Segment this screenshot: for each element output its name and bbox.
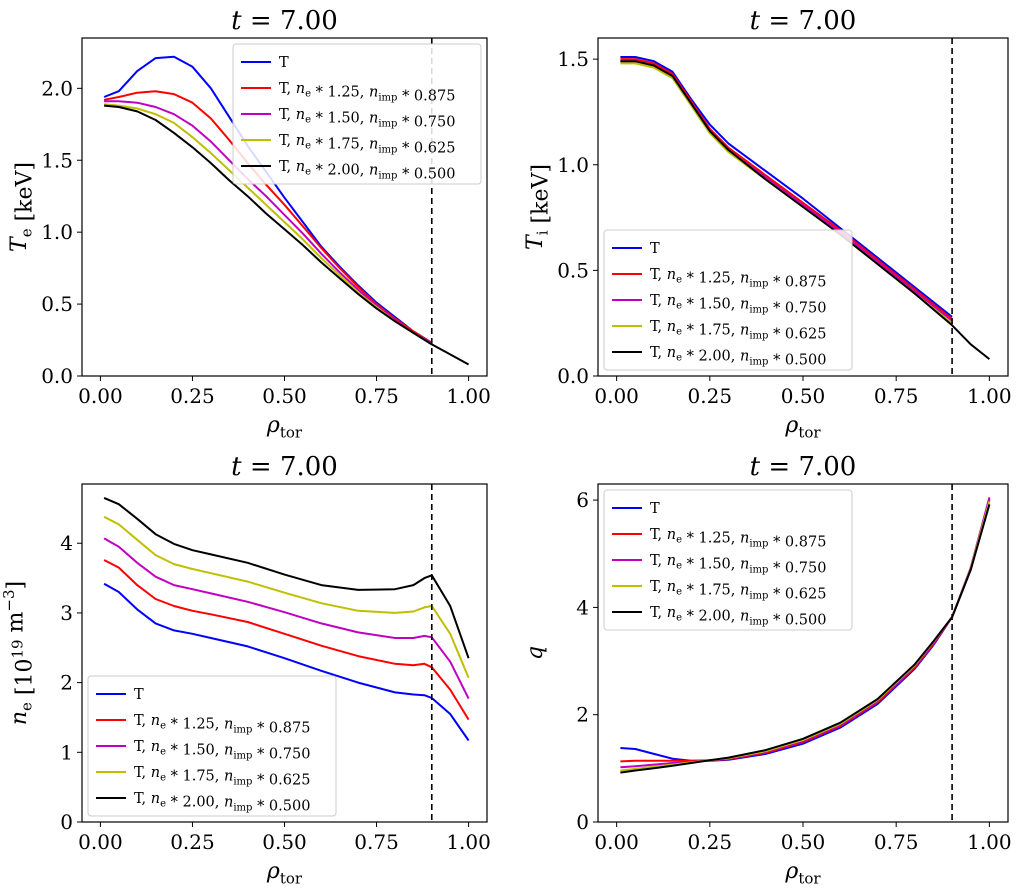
legend: T T, ne * 1.25, nimp * 0.875 T, ne * 1.50,… xyxy=(603,489,853,631)
y-axis-label: ne [1019 m−3] xyxy=(0,581,38,725)
x-tick-label: 0.25 xyxy=(170,830,215,854)
series-line-3 xyxy=(103,537,470,700)
series-line-2 xyxy=(620,58,953,320)
y-tick-label: 1.0 xyxy=(557,153,589,177)
x-tick-label: 0.25 xyxy=(688,384,733,408)
legend-entry: T xyxy=(134,687,144,703)
x-tick-label: 0.50 xyxy=(262,830,307,854)
x-tick-label: 0.75 xyxy=(874,384,919,408)
series-line-2 xyxy=(103,559,470,721)
series-line-5 xyxy=(620,504,991,774)
y-tick-label: 4 xyxy=(60,531,73,555)
chart-title: t = 7.00 xyxy=(231,452,338,482)
series-line-1 xyxy=(620,56,953,318)
legend: T T, ne * 1.25, nimp * 0.875 T, ne * 1.50,… xyxy=(87,675,337,817)
legend-box xyxy=(232,43,482,185)
legend-entry: T, ne * 1.50, nimp * 0.750 xyxy=(134,739,310,762)
series-line-4 xyxy=(104,103,433,346)
x-tick-label: 0.75 xyxy=(874,830,919,854)
x-axis-label: ρtor xyxy=(266,859,303,888)
y-tick-label: 2 xyxy=(60,671,73,695)
y-tick-label: 0.5 xyxy=(557,258,589,282)
legend: T T, ne * 1.25, nimp * 0.875 T, ne * 1.50,… xyxy=(603,229,853,371)
panel-3: t = 7.00 0.00 0.25 0.50 0.75 1.00 0 1 2 3 4 ρtor ne … xyxy=(0,452,491,888)
y-tick-label: 0.0 xyxy=(557,364,589,388)
legend: T T, ne * 1.25, nimp * 0.875 T, ne * 1.50,… xyxy=(232,43,482,185)
chart-title: t = 7.00 xyxy=(750,6,857,36)
series-line-2 xyxy=(103,90,433,344)
y-tick-label: 0 xyxy=(576,810,589,834)
series-line-4 xyxy=(103,515,470,679)
legend-entry: T, ne * 1.50, nimp * 0.750 xyxy=(650,553,826,576)
legend-box xyxy=(603,229,853,371)
legend-entry: T, ne * 1.75, nimp * 0.625 xyxy=(134,765,310,788)
x-tick-label: 1.00 xyxy=(967,384,1012,408)
chart-title: t = 7.00 xyxy=(231,6,338,36)
x-tick-label: 0.50 xyxy=(781,830,826,854)
x-tick-label: 0.00 xyxy=(594,384,639,408)
x-tick-label: 0.25 xyxy=(170,384,215,408)
series-line-5 xyxy=(104,104,470,366)
series-line-1 xyxy=(103,582,470,742)
x-tick-label: 1.00 xyxy=(446,384,491,408)
legend-entry: T, ne * 1.75, nimp * 0.625 xyxy=(650,319,826,342)
x-tick-label: 0.00 xyxy=(594,830,639,854)
chart-title: t = 7.00 xyxy=(750,452,857,482)
y-tick-label: 4 xyxy=(576,595,589,619)
y-tick-label: 1 xyxy=(60,740,73,764)
y-tick-label: 2 xyxy=(576,703,589,727)
series-line-5 xyxy=(620,60,991,360)
legend-entry: T, ne * 1.50, nimp * 0.750 xyxy=(650,293,826,316)
y-tick-label: 3 xyxy=(60,601,73,625)
x-tick-label: 0.50 xyxy=(781,384,826,408)
legend-entry: T, ne * 2.00, nimp * 0.500 xyxy=(650,605,826,628)
y-tick-label: 1.5 xyxy=(41,148,73,172)
y-tick-label: 1.5 xyxy=(557,47,589,71)
y-axis-label: Ti [keV] xyxy=(523,164,554,250)
legend-entry: T, ne * 1.25, nimp * 0.875 xyxy=(134,713,310,736)
y-tick-label: 0.0 xyxy=(41,364,73,388)
legend-entry: T, ne * 2.00, nimp * 0.500 xyxy=(650,345,826,368)
x-tick-label: 1.00 xyxy=(446,830,491,854)
legend-entry: T xyxy=(650,241,660,257)
series-line-5 xyxy=(103,496,470,659)
legend-entry: T, ne * 1.75, nimp * 0.625 xyxy=(279,133,455,156)
x-axis-label: ρtor xyxy=(784,859,821,888)
panel-2: t = 7.00 0.00 0.25 0.50 0.75 1.00 0.0 0.5 1.0 1.5… xyxy=(523,6,1012,442)
y-axis-label: Te [keV] xyxy=(7,162,38,252)
panel-4: t = 7.00 0.00 0.25 0.50 0.75 1.00 0 2 4 6 ρtor q T T,… xyxy=(523,452,1012,888)
x-tick-label: 0.25 xyxy=(688,830,733,854)
legend-entry: T, ne * 1.25, nimp * 0.875 xyxy=(650,267,826,290)
x-tick-label: 0.00 xyxy=(78,384,123,408)
y-tick-label: 0 xyxy=(60,810,73,834)
legend-entry: T, ne * 1.25, nimp * 0.875 xyxy=(279,81,455,104)
x-tick-label: 0.75 xyxy=(354,830,399,854)
legend-entry: T, ne * 1.50, nimp * 0.750 xyxy=(279,107,455,130)
legend-entry: T xyxy=(650,501,660,517)
y-tick-label: 1.0 xyxy=(41,220,73,244)
legend-box xyxy=(87,675,337,817)
y-tick-label: 0.5 xyxy=(41,292,73,316)
legend-entry: T xyxy=(279,55,289,71)
x-axis-label: ρtor xyxy=(266,413,303,442)
legend-entry: T, ne * 2.00, nimp * 0.500 xyxy=(279,159,455,182)
legend-entry: T, ne * 1.75, nimp * 0.625 xyxy=(650,579,826,602)
x-tick-label: 1.00 xyxy=(967,830,1012,854)
panel-1: t = 7.00 0.00 0.25 0.50 0.75 1.00 0.0 0.5 1.0 1.5… xyxy=(7,6,491,442)
legend-entry: T, ne * 1.25, nimp * 0.875 xyxy=(650,527,826,550)
y-tick-label: 6 xyxy=(576,488,589,512)
x-axis-label: ρtor xyxy=(784,413,821,442)
series-line-3 xyxy=(104,100,433,344)
legend-box xyxy=(603,489,853,631)
x-tick-label: 0.00 xyxy=(78,830,123,854)
x-tick-label: 0.50 xyxy=(262,384,307,408)
y-axis-label: q xyxy=(523,646,548,660)
x-tick-label: 0.75 xyxy=(354,384,399,408)
legend-entry: T, ne * 2.00, nimp * 0.500 xyxy=(134,791,310,814)
y-tick-label: 2.0 xyxy=(41,76,73,100)
